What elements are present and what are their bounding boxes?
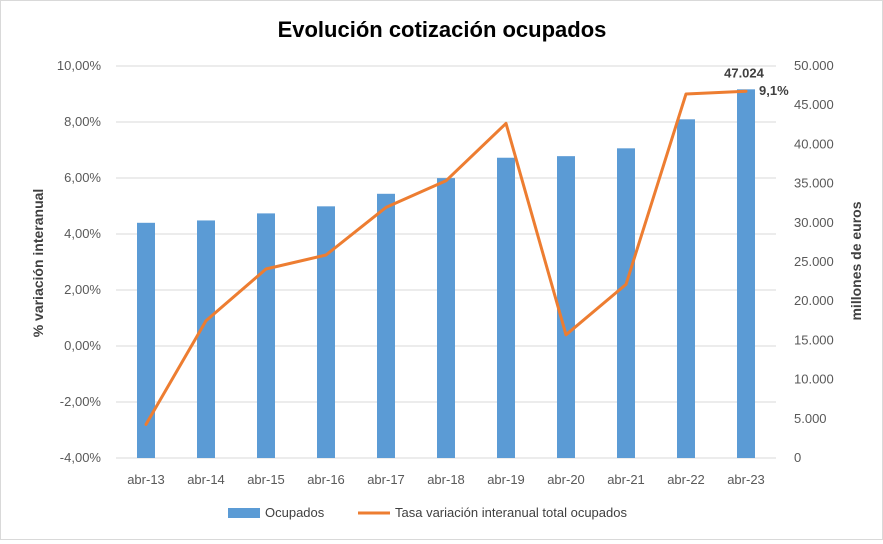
right-tick-label: 35.000 [794, 176, 834, 191]
x-tick-label: abr-15 [247, 472, 285, 487]
left-tick-label: 8,00% [64, 114, 101, 129]
right-tick-label: 25.000 [794, 254, 834, 269]
left-tick-label: 10,00% [57, 58, 102, 73]
left-tick-label: -2,00% [60, 394, 102, 409]
x-tick-label: abr-22 [667, 472, 705, 487]
left-axis-title: % variación interanual [30, 189, 46, 338]
line-data-label: 9,1% [759, 83, 789, 98]
x-tick-label: abr-20 [547, 472, 585, 487]
x-tick-label: abr-18 [427, 472, 465, 487]
legend-swatch-ocupados [228, 508, 260, 518]
left-tick-label: 0,00% [64, 338, 101, 353]
x-tick-label: abr-17 [367, 472, 405, 487]
x-tick-label: abr-13 [127, 472, 165, 487]
legend-label-ocupados: Ocupados [265, 505, 325, 520]
bar [677, 119, 695, 458]
bar-data-label: 47.024 [724, 65, 765, 80]
left-tick-label: 4,00% [64, 226, 101, 241]
legend: Ocupados Tasa variación interanual total… [228, 505, 627, 520]
right-tick-label: 20.000 [794, 293, 834, 308]
legend-label-tasa: Tasa variación interanual total ocupados [395, 505, 627, 520]
right-axis-title: millones de euros [848, 201, 864, 320]
right-tick-label: 30.000 [794, 215, 834, 230]
chart-title: Evolución cotización ocupados [278, 17, 607, 42]
left-tick-label: 6,00% [64, 170, 101, 185]
right-tick-label: 50.000 [794, 58, 834, 73]
bar [557, 156, 575, 458]
x-tick-label: abr-16 [307, 472, 345, 487]
bar [437, 178, 455, 458]
right-tick-label: 10.000 [794, 372, 834, 387]
right-tick-label: 5.000 [794, 411, 827, 426]
left-tick-label: -4,00% [60, 450, 102, 465]
right-axis-ticks: 0 5.000 10.000 15.000 20.000 25.000 30.000 35.0… [794, 58, 834, 465]
bar [257, 213, 275, 458]
bar [197, 220, 215, 458]
left-tick-label: 2,00% [64, 282, 101, 297]
right-tick-label: 15.000 [794, 332, 834, 347]
bar [317, 206, 335, 458]
x-tick-label: abr-14 [187, 472, 225, 487]
x-tick-label: abr-19 [487, 472, 525, 487]
right-tick-label: 40.000 [794, 136, 834, 151]
bar [497, 158, 515, 458]
bar [377, 194, 395, 458]
x-tick-label: abr-23 [727, 472, 765, 487]
right-tick-label: 45.000 [794, 97, 834, 112]
left-axis-ticks: -4,00% -2,00% 0,00% 2,00% 4,00% 6,00% 8,00% 10,… [57, 58, 102, 465]
bar [617, 148, 635, 458]
x-tick-label: abr-21 [607, 472, 645, 487]
bar [737, 89, 755, 458]
bar-series [137, 89, 755, 458]
right-tick-label: 0 [794, 450, 801, 465]
x-axis-ticks: abr-13 abr-14 abr-15 abr-16 abr-17 abr-18 abr-… [127, 472, 765, 487]
